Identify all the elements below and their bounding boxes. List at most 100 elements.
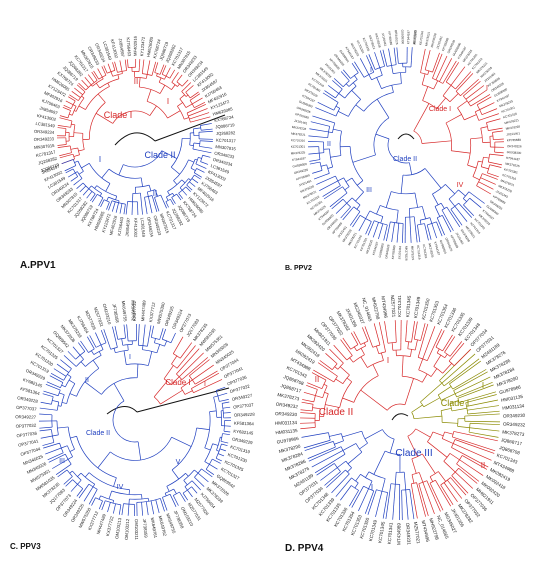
tree-arc-branch	[476, 104, 483, 115]
leaf-label: MK378221	[424, 31, 431, 46]
tree-radial-branch	[78, 483, 90, 499]
tree-arc-branch	[112, 110, 150, 124]
tree-radial-branch	[87, 74, 95, 83]
tree-radial-branch	[416, 482, 426, 517]
tree-arc-branch	[170, 138, 183, 168]
leaf-label: JX101461	[483, 71, 496, 83]
leaf-label: OR349231	[405, 523, 412, 546]
tree-radial-branch	[161, 328, 167, 340]
tree-radial-branch	[154, 338, 156, 343]
leaf-label: MK378228	[430, 32, 438, 47]
tree-radial-branch	[421, 140, 452, 144]
tree-radial-branch	[302, 399, 314, 403]
tree-arc-branch	[110, 437, 172, 461]
leaf-label: KC701316	[418, 30, 424, 45]
tree-arc-branch	[449, 383, 454, 390]
tree-radial-branch	[201, 128, 213, 131]
tree-arc-branch	[434, 202, 442, 207]
tree-radial-branch	[209, 464, 218, 470]
tree-radial-branch	[418, 472, 424, 483]
tree-radial-branch	[147, 498, 150, 502]
tree-arc-branch	[418, 480, 428, 485]
tree-arc-branch	[112, 400, 139, 443]
tree-radial-branch	[200, 161, 209, 165]
tree-radial-branch	[312, 407, 321, 410]
tree-radial-branch	[123, 350, 127, 365]
tree-radial-branch	[316, 463, 335, 476]
tree-arc-branch	[123, 150, 162, 168]
tree-radial-branch	[424, 168, 442, 189]
tree-radial-branch	[411, 404, 423, 413]
tree-radial-branch	[391, 65, 394, 74]
tree-radial-branch	[72, 104, 77, 107]
leaf-label: JX854597	[39, 105, 59, 115]
tree-radial-branch	[191, 486, 198, 494]
tree-radial-branch	[115, 202, 119, 213]
tree-radial-branch	[219, 399, 229, 402]
tree-radial-branch	[373, 323, 381, 346]
tree-arc-branch	[108, 168, 142, 179]
tree-arc-branch	[95, 497, 103, 502]
tree-radial-branch	[186, 104, 206, 114]
tree-radial-branch	[432, 53, 443, 79]
leaf-label: JF738358	[112, 303, 120, 323]
tree-radial-branch	[441, 407, 452, 411]
leaf-label: MK649762	[158, 515, 168, 537]
tree-radial-branch	[146, 89, 152, 102]
tree-radial-branch	[354, 75, 358, 80]
leaf-label: JX854597	[118, 38, 126, 58]
leaf-label: KC701316	[311, 77, 325, 89]
tree-radial-branch	[479, 102, 495, 110]
tree-arc-branch	[80, 472, 95, 485]
tree-arc-branch	[392, 72, 406, 74]
tree-radial-branch	[171, 436, 192, 447]
leaf-label: GU978966	[276, 436, 299, 445]
leaf-label: KC701301	[309, 199, 323, 210]
tree-radial-branch	[196, 427, 210, 430]
tree-radial-branch	[340, 339, 353, 356]
tree-radial-branch	[74, 87, 83, 95]
tree-radial-branch	[476, 96, 492, 106]
tree-radial-branch	[418, 358, 424, 371]
tree-radial-branch	[420, 382, 443, 403]
tree-arc-branch	[162, 73, 170, 79]
tree-arc-branch	[339, 130, 342, 156]
tree-radial-branch	[470, 137, 483, 140]
tree-radial-branch	[445, 62, 459, 83]
tree-arc-branch	[433, 366, 443, 374]
tree-arc-branch	[165, 198, 171, 202]
tree-radial-branch	[489, 164, 502, 168]
tree-radial-branch	[161, 150, 178, 159]
tree-radial-branch	[158, 77, 162, 83]
tree-radial-branch	[459, 391, 497, 403]
tree-radial-branch	[307, 446, 336, 459]
tree-radial-branch	[191, 178, 199, 184]
tree-radial-branch	[459, 459, 484, 476]
tree-radial-branch	[197, 164, 207, 169]
tree-radial-branch	[434, 206, 441, 217]
leaf-label: MH447489	[96, 513, 107, 535]
tree-radial-branch	[411, 474, 415, 484]
tree-radial-branch	[435, 480, 451, 507]
tree-arc-branch	[67, 110, 71, 118]
tree-radial-branch	[162, 497, 168, 511]
tree-arc-branch	[333, 376, 338, 383]
tree-radial-branch	[374, 52, 381, 68]
tree-radial-branch	[385, 191, 392, 208]
tree-arc-branch	[146, 100, 168, 119]
tree-arc-branch	[117, 70, 127, 73]
tree-radial-branch	[98, 500, 103, 510]
clade-label: I	[370, 67, 372, 74]
tree-radial-branch	[99, 193, 102, 197]
tree-arc-branch	[193, 128, 195, 136]
tree-radial-branch	[182, 492, 189, 501]
tree-radial-branch	[376, 205, 381, 215]
tree-radial-branch	[449, 341, 463, 357]
tree-radial-branch	[345, 83, 350, 87]
clade-label: II	[85, 377, 89, 384]
tree-radial-branch	[195, 163, 198, 165]
clade-label: I	[204, 381, 206, 388]
tree-radial-branch	[467, 410, 500, 415]
tree-radial-branch	[442, 60, 457, 84]
tree-radial-branch	[81, 95, 85, 99]
